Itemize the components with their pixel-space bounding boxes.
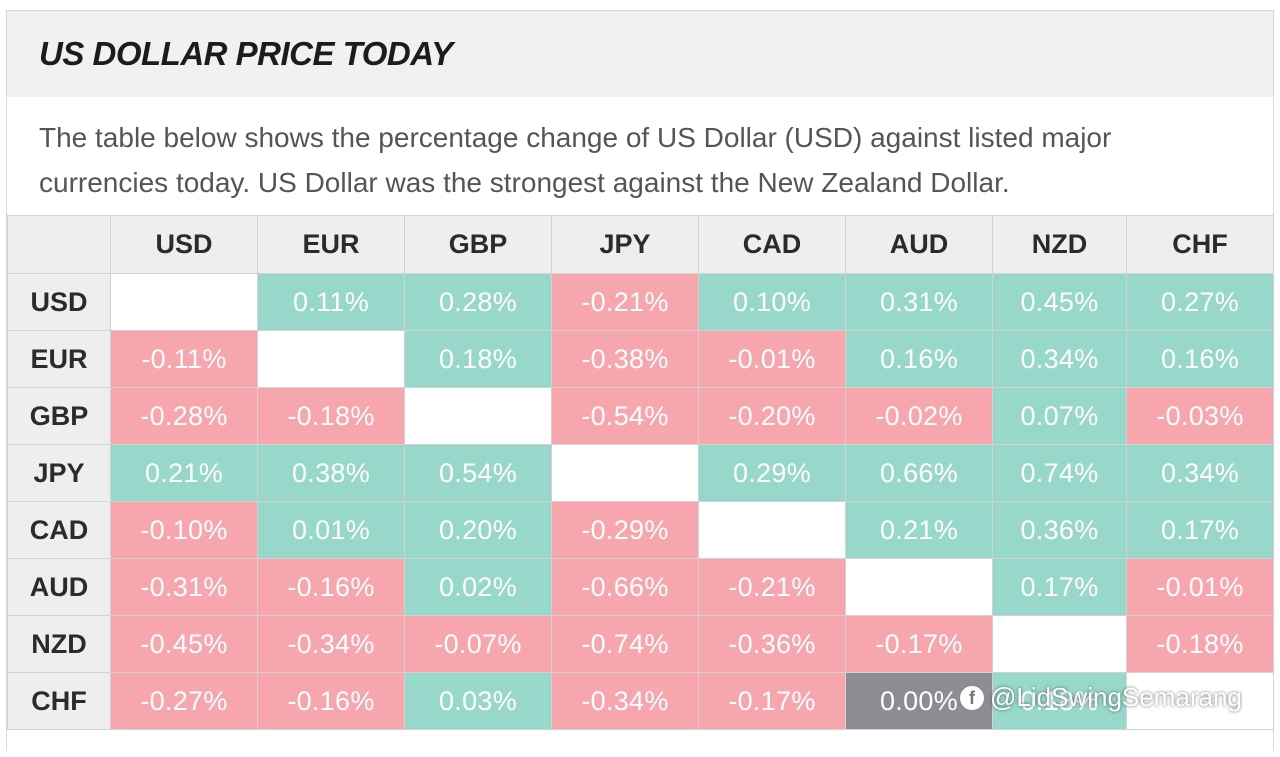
watermark-text: @LidSwingSemarang	[990, 682, 1242, 712]
table-row: NZD -0.45% -0.34% -0.07% -0.74% -0.36% -0.17% -…	[7, 615, 1274, 673]
positive-change-cell: 0.27%	[1126, 273, 1274, 331]
positive-change-cell: 0.66%	[845, 444, 993, 502]
positive-change-cell: 0.02%	[404, 558, 552, 616]
negative-change-cell: -0.18%	[257, 387, 405, 445]
positive-change-cell: 0.38%	[257, 444, 405, 502]
negative-change-cell: -0.34%	[257, 615, 405, 673]
header-row: USD EUR GBP JPY CAD AUD NZD CHF	[7, 215, 1274, 274]
positive-change-cell: 0.11%	[257, 273, 405, 331]
card-footer	[7, 747, 1273, 757]
positive-change-cell: 0.31%	[845, 273, 993, 331]
positive-change-cell: 0.74%	[992, 444, 1127, 502]
self-cell	[698, 501, 846, 559]
row-header: CHF	[7, 672, 111, 730]
positive-change-cell: 0.03%	[404, 672, 552, 730]
negative-change-cell: -0.10%	[110, 501, 258, 559]
positive-change-cell: 0.54%	[404, 444, 552, 502]
column-header-aud: AUD	[845, 215, 993, 274]
currency-heatmap-card: US DOLLAR PRICE TODAY The table below sh…	[6, 10, 1274, 757]
table-row: AUD -0.31% -0.16% 0.02% -0.66% -0.21% 0.17% -0.…	[7, 558, 1274, 616]
row-header: AUD	[7, 558, 111, 616]
positive-change-cell: 0.34%	[1126, 444, 1274, 502]
negative-change-cell: -0.11%	[110, 330, 258, 388]
negative-change-cell: -0.21%	[698, 558, 846, 616]
self-cell	[845, 558, 993, 616]
column-header-usd: USD	[110, 215, 258, 274]
positive-change-cell: 0.10%	[698, 273, 846, 331]
negative-change-cell: -0.31%	[110, 558, 258, 616]
row-header: EUR	[7, 330, 111, 388]
negative-change-cell: -0.36%	[698, 615, 846, 673]
self-cell	[257, 330, 405, 388]
table-row: USD 0.11% 0.28% -0.21% 0.10% 0.31% 0.45% 0.27%	[7, 273, 1274, 331]
positive-change-cell: 0.21%	[845, 501, 993, 559]
watermark: f @LidSwingSemarang	[960, 682, 1242, 713]
self-cell	[992, 615, 1127, 673]
positive-change-cell: 0.36%	[992, 501, 1127, 559]
corner-cell	[7, 215, 111, 274]
positive-change-cell: 0.01%	[257, 501, 405, 559]
column-header-cad: CAD	[698, 215, 846, 274]
table-row: GBP -0.28% -0.18% -0.54% -0.20% -0.02% 0.07% -0…	[7, 387, 1274, 445]
positive-change-cell: 0.07%	[992, 387, 1127, 445]
positive-change-cell: 0.28%	[404, 273, 552, 331]
negative-change-cell: -0.28%	[110, 387, 258, 445]
negative-change-cell: -0.20%	[698, 387, 846, 445]
negative-change-cell: -0.74%	[551, 615, 699, 673]
card-description: The table below shows the percentage cha…	[39, 122, 1112, 198]
negative-change-cell: -0.17%	[698, 672, 846, 730]
negative-change-cell: -0.34%	[551, 672, 699, 730]
column-header-eur: EUR	[257, 215, 405, 274]
negative-change-cell: -0.17%	[845, 615, 993, 673]
negative-change-cell: -0.54%	[551, 387, 699, 445]
self-cell	[551, 444, 699, 502]
table-row: CHF -0.27% -0.16% 0.03% -0.34% -0.17% 0.00% 0.1…	[7, 672, 1274, 730]
negative-change-cell: -0.02%	[845, 387, 993, 445]
negative-change-cell: -0.66%	[551, 558, 699, 616]
positive-change-cell: 0.16%	[845, 330, 993, 388]
table-row: JPY 0.21% 0.38% 0.54% 0.29% 0.66% 0.74% 0.34%	[7, 444, 1274, 502]
negative-change-cell: -0.03%	[1126, 387, 1274, 445]
negative-change-cell: -0.18%	[1126, 615, 1274, 673]
positive-change-cell: 0.21%	[110, 444, 258, 502]
negative-change-cell: -0.01%	[1126, 558, 1274, 616]
positive-change-cell: 0.17%	[1126, 501, 1274, 559]
table-row: CAD -0.10% 0.01% 0.20% -0.29% 0.21% 0.36% 0.17%	[7, 501, 1274, 559]
negative-change-cell: -0.27%	[110, 672, 258, 730]
negative-change-cell: -0.29%	[551, 501, 699, 559]
positive-change-cell: 0.20%	[404, 501, 552, 559]
row-header: CAD	[7, 501, 111, 559]
positive-change-cell: 0.29%	[698, 444, 846, 502]
negative-change-cell: -0.38%	[551, 330, 699, 388]
column-header-jpy: JPY	[551, 215, 699, 274]
positive-change-cell: 0.16%	[1126, 330, 1274, 388]
positive-change-cell: 0.18%	[992, 672, 1127, 730]
row-header: GBP	[7, 387, 111, 445]
column-header-chf: CHF	[1126, 215, 1274, 274]
facebook-icon: f	[960, 685, 984, 710]
positive-change-cell: 0.34%	[992, 330, 1127, 388]
row-header: USD	[7, 273, 111, 331]
self-cell	[404, 387, 552, 445]
table-row: EUR -0.11% 0.18% -0.38% -0.01% 0.16% 0.34% 0.16…	[7, 330, 1274, 388]
negative-change-cell: -0.45%	[110, 615, 258, 673]
column-header-nzd: NZD	[992, 215, 1127, 274]
negative-change-cell: -0.21%	[551, 273, 699, 331]
card-header: US DOLLAR PRICE TODAY	[7, 11, 1273, 97]
currency-heatmap-table: USD EUR GBP JPY CAD AUD NZD CHF USD 0.11%…	[7, 215, 1274, 730]
negative-change-cell: -0.16%	[257, 558, 405, 616]
positive-change-cell: 0.18%	[404, 330, 552, 388]
card-title: US DOLLAR PRICE TODAY	[39, 35, 453, 72]
self-cell	[110, 273, 258, 331]
negative-change-cell: -0.16%	[257, 672, 405, 730]
positive-change-cell: 0.17%	[992, 558, 1127, 616]
row-header: JPY	[7, 444, 111, 502]
negative-change-cell: -0.07%	[404, 615, 552, 673]
positive-change-cell: 0.45%	[992, 273, 1127, 331]
column-header-gbp: GBP	[404, 215, 552, 274]
row-header: NZD	[7, 615, 111, 673]
negative-change-cell: -0.01%	[698, 330, 846, 388]
self-cell	[1126, 672, 1274, 730]
